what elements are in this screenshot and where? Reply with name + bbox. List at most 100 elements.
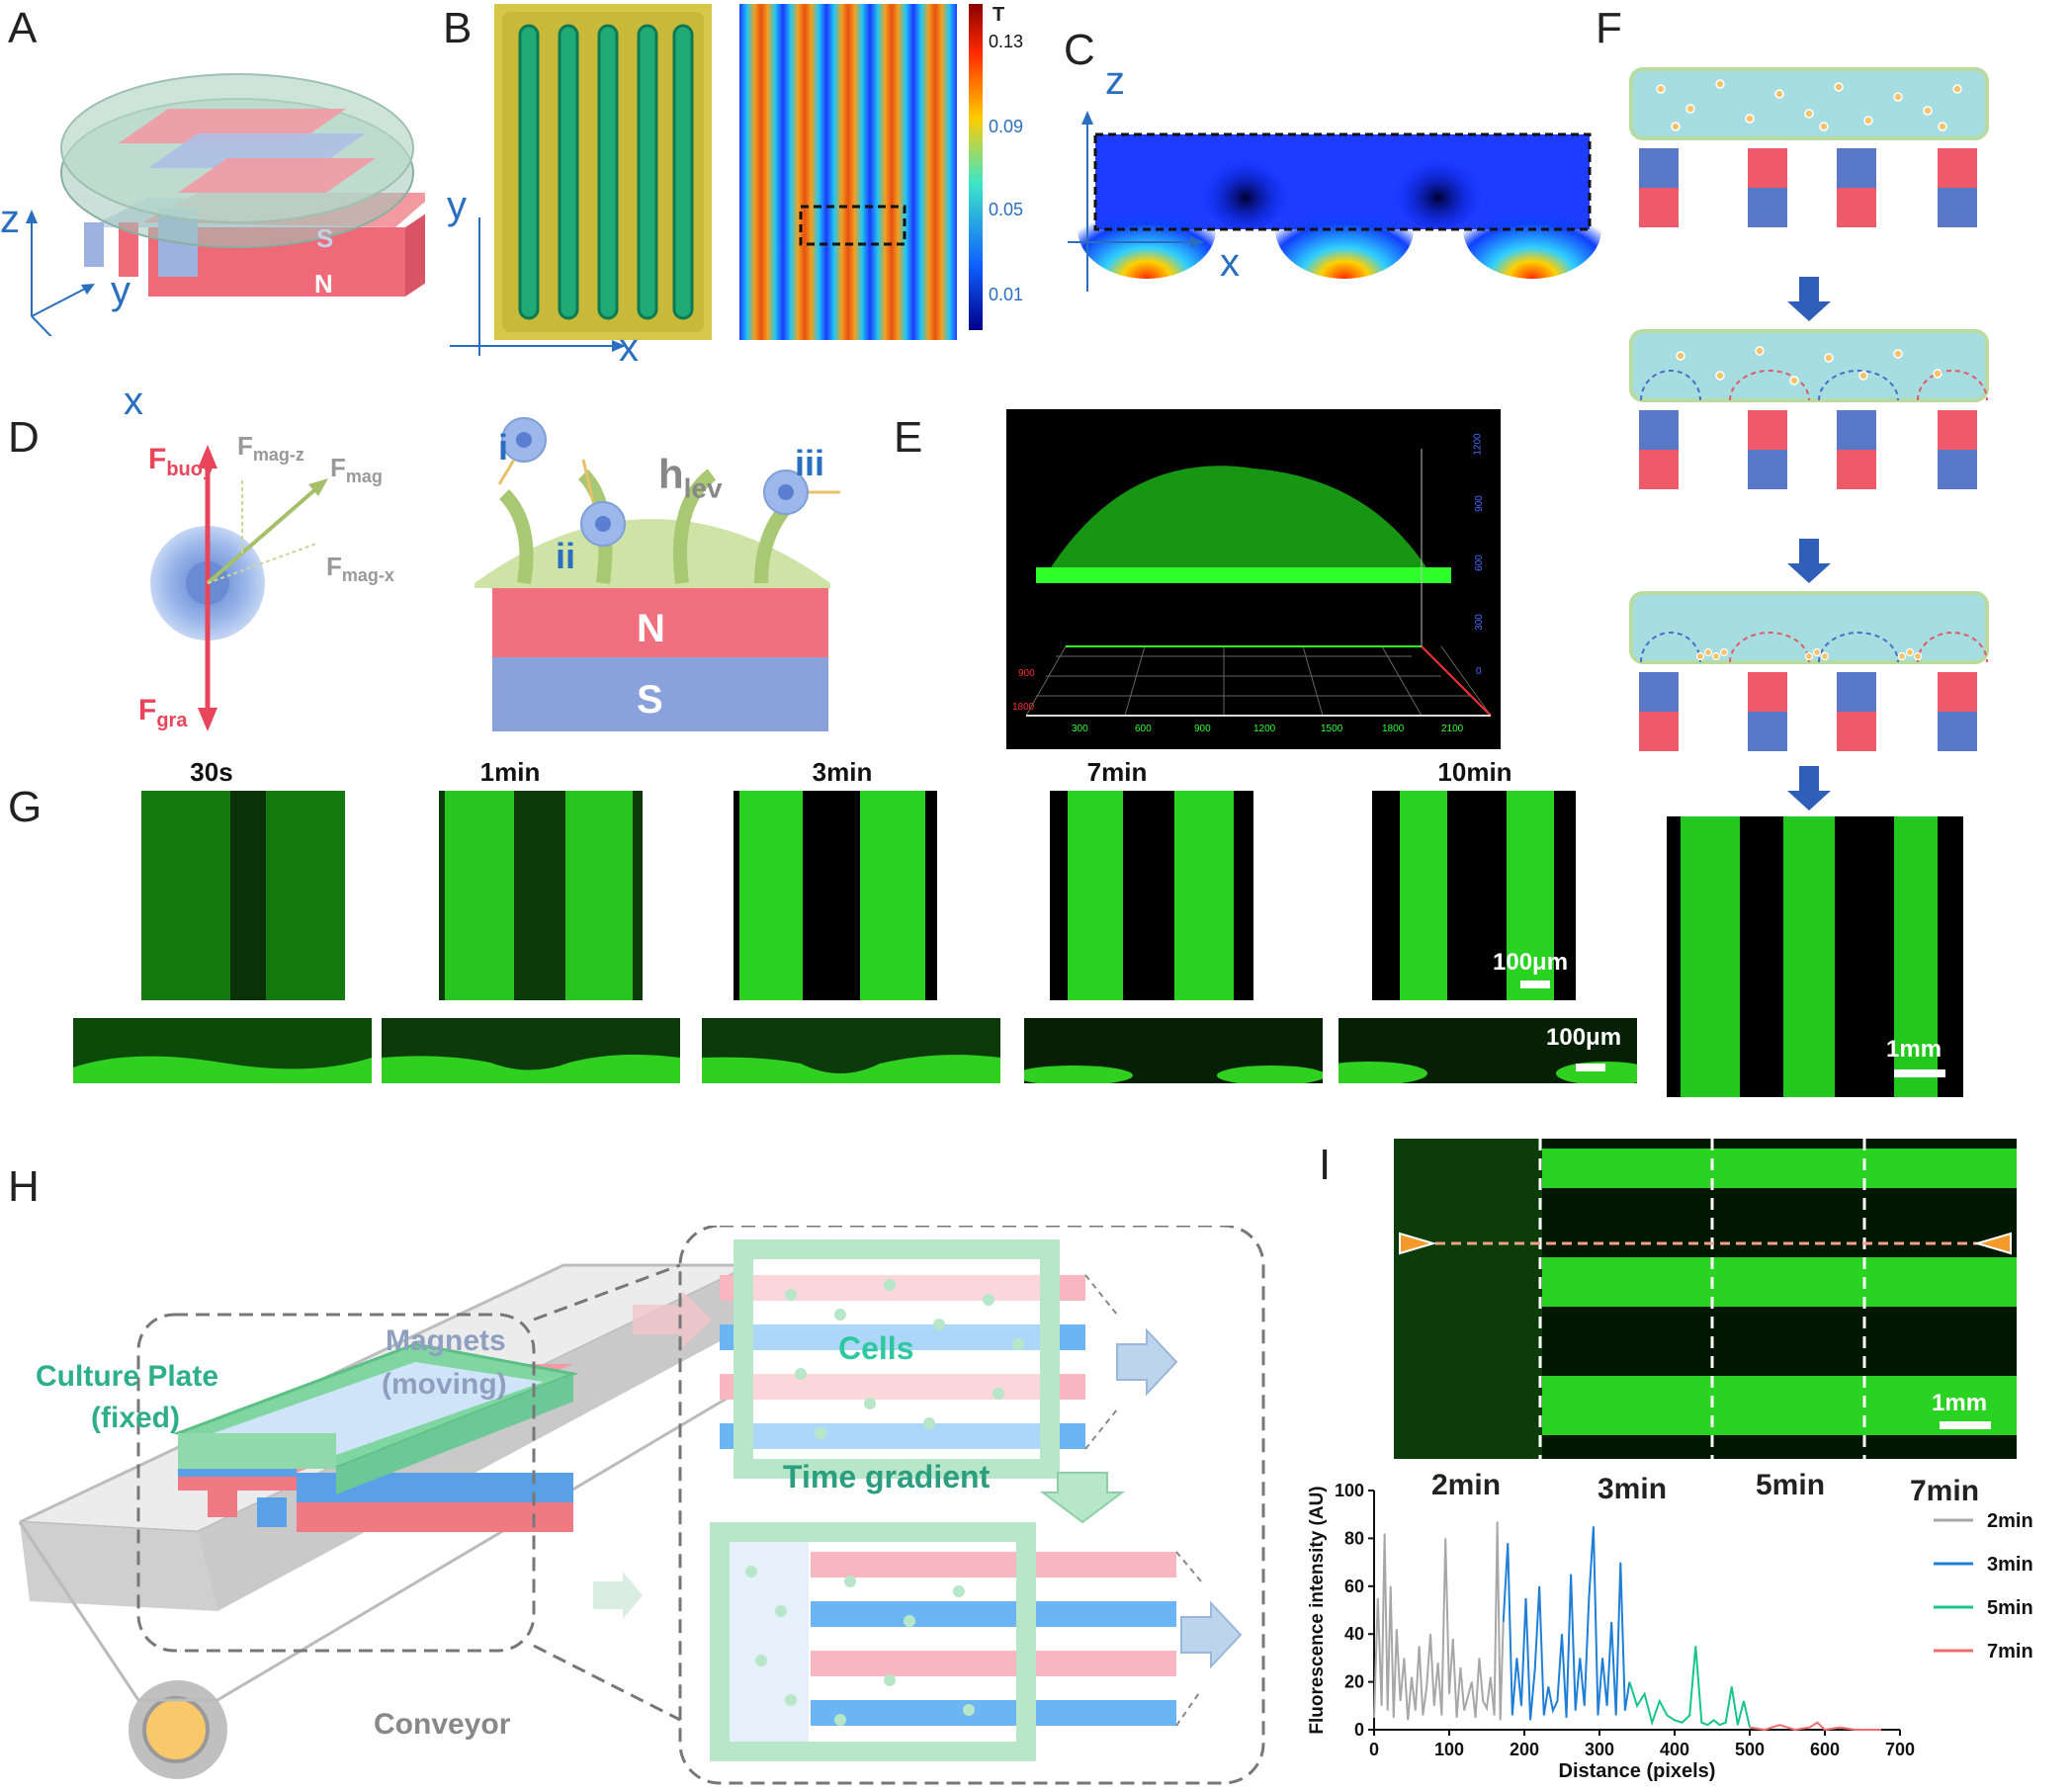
panel-d-force-diagram: [150, 445, 328, 731]
panel-g-top-image-1-stripes: [141, 791, 345, 1000]
panel-g-side-image-3: [702, 1018, 1000, 1083]
panel-d-f-buoy-main: F: [148, 443, 167, 475]
panel-g-time-3: 3min: [812, 757, 873, 787]
panel-g-time-5: 10min: [1437, 757, 1512, 787]
panel-d-cell-i: i: [498, 427, 509, 468]
chart-y-tick-label: 40: [1344, 1624, 1364, 1644]
panel-d-pole-s: S: [637, 678, 663, 722]
panel-i-gradient-image: 1mm: [1394, 1139, 2017, 1459]
chart-y-tick-label: 0: [1354, 1720, 1364, 1740]
panel-b-axes: [450, 217, 626, 356]
panel-h-culture-fixed-label: (fixed): [91, 1402, 180, 1434]
panel-e-z-tick-5: 0: [1476, 666, 1482, 677]
panel-e-x-tick-5: 1500: [1321, 724, 1343, 734]
panel-e-z-tick-1: 1200: [1472, 433, 1484, 456]
panel-i-segment-label-3: 5min: [1756, 1469, 1826, 1501]
panel-c-axis-x: x: [1220, 241, 1240, 285]
panel-c-axis-z: z: [1105, 59, 1125, 103]
panel-g-side-image-1: [73, 1018, 372, 1083]
panel-h-conveyor-diagram: [18, 1226, 1265, 1785]
panel-g-top-image-4: [1050, 791, 1253, 1000]
panel-g-time-2: 1min: [479, 757, 541, 787]
panel-g-side-image-4-profile: [1024, 1018, 1323, 1083]
chart-x-tick-label: 100: [1434, 1740, 1464, 1759]
panel-g-side-image-1-profile: [73, 1018, 372, 1083]
panel-e-3d-render: 1200 900 600 300 0 300 600 900 1200 1500…: [1006, 409, 1501, 749]
panel-b-colorbar-tick-3: 0.05: [989, 200, 1024, 219]
panel-f-result-image: 1mm: [1667, 816, 1963, 1097]
panel-d-h-lev-main: h: [658, 451, 684, 497]
panel-i-segment-label-2: 3min: [1597, 1473, 1668, 1505]
panel-d-f-gra-main: F: [138, 694, 157, 726]
panel-label-d: D: [8, 413, 40, 462]
panel-g-side-image-2-profile: [382, 1018, 680, 1083]
panel-d-f-magz-sub: mag-z: [252, 445, 304, 466]
panel-label-h: H: [8, 1162, 40, 1211]
panel-h-time-gradient-label: Time gradient: [783, 1459, 991, 1494]
panel-i-intensity-chart: 0 20 40 60 80 100 0 100 200 300 400 500 600 700 Distan…: [1307, 1481, 2033, 1782]
panel-d-f-mag-main: F: [330, 453, 346, 482]
panel-a-pole-s: S: [316, 223, 334, 253]
chart-legend-label-5min: 5min: [1987, 1597, 2033, 1619]
panel-a-magnet-array: [26, 73, 425, 336]
panel-d-f-gra-sub: gra: [156, 710, 188, 731]
chart-x-tick-label: 700: [1885, 1740, 1915, 1759]
panel-i-scale-text: 1mm: [1932, 1390, 1988, 1416]
panel-e-z-tick-3: 600: [1473, 554, 1485, 571]
panel-g-time-4: 7min: [1086, 757, 1148, 787]
panel-h-magnets-moving-label: (moving): [382, 1368, 507, 1401]
chart-x-tick-label: 500: [1735, 1740, 1765, 1759]
panel-label-i: I: [1319, 1141, 1332, 1189]
panel-d-f-mag: Fmag: [330, 453, 383, 487]
panel-g-side-scale-bar: [1576, 1064, 1605, 1071]
chart-legend-label-3min: 3min: [1987, 1554, 2033, 1576]
panel-e-x-tick-3: 900: [1194, 724, 1211, 734]
panel-g-top-scale-text: 100μm: [1493, 949, 1569, 976]
chart-legend-label-7min: 7min: [1987, 1641, 2033, 1663]
panel-b-magnet-photo: [494, 4, 712, 340]
panel-i-segment-label-4: 7min: [1910, 1475, 1980, 1507]
panel-c-field-cross-section: [1068, 111, 1601, 292]
panel-i-segment-label-1: 2min: [1431, 1469, 1502, 1501]
panel-label-e: E: [894, 413, 923, 462]
panel-b-colorbar-tick-2: 0.09: [989, 117, 1024, 136]
panel-f-result-stripes: [1681, 816, 1938, 1097]
panel-d-f-gra: Fgra: [138, 694, 187, 732]
panel-d-levitation-diagram: [475, 417, 840, 731]
chart-x-tick-label: 200: [1510, 1740, 1539, 1759]
panel-e-x-tick-1: 300: [1072, 724, 1088, 734]
panel-d-f-magz-main: F: [237, 431, 253, 461]
panel-b-colorbar-tick-1: 0.13: [989, 32, 1024, 51]
panel-g-side-image-5-profile: [1338, 1018, 1637, 1083]
panel-h-conveyor-label: Conveyor: [374, 1708, 511, 1741]
panel-d-f-magx-main: F: [326, 552, 342, 581]
panel-g-side-image-4: [1024, 1018, 1323, 1083]
chart-series-3min: [1502, 1526, 1631, 1721]
panel-d-f-magz: Fmag-z: [237, 431, 304, 466]
panel-label-f: F: [1596, 4, 1622, 52]
panel-e-z-tick-4: 300: [1473, 614, 1485, 631]
panel-b-axis-x: x: [619, 326, 639, 370]
panel-a-axis-y: y: [111, 269, 130, 312]
panel-d-f-buoy: Fbuoy: [148, 443, 214, 481]
chart-y-tick-label: 100: [1335, 1481, 1364, 1500]
chart-x-tick-label: 0: [1369, 1740, 1379, 1759]
chart-series-7min: [1749, 1721, 1881, 1732]
chart-legend-label-2min: 2min: [1987, 1510, 2033, 1532]
chart-series-2min: [1373, 1521, 1505, 1721]
panel-a-axis-x: x: [124, 380, 143, 423]
panel-g-top-image-3: [734, 791, 937, 1000]
chart-y-axis-label: Fluorescence intensity (AU): [1307, 1486, 1328, 1734]
panel-e-y-tick-1: 1800: [1012, 702, 1035, 713]
panel-label-b: B: [443, 4, 473, 52]
panel-d-f-magx: Fmag-x: [326, 552, 394, 586]
panel-a-axis-z: z: [0, 198, 20, 241]
panel-g-top-image-4-stripes: [1068, 791, 1234, 1000]
panel-label-a: A: [8, 4, 38, 52]
panel-e-x-tick-4: 1200: [1253, 724, 1276, 734]
panel-g-top-image-2-stripes: [439, 791, 643, 1000]
chart-x-tick-label: 400: [1660, 1740, 1689, 1759]
panel-g-top-image-5: 100μm: [1372, 791, 1576, 1000]
panel-d-cell-ii: ii: [556, 536, 576, 576]
panel-e-z-tick-2: 900: [1473, 495, 1485, 512]
